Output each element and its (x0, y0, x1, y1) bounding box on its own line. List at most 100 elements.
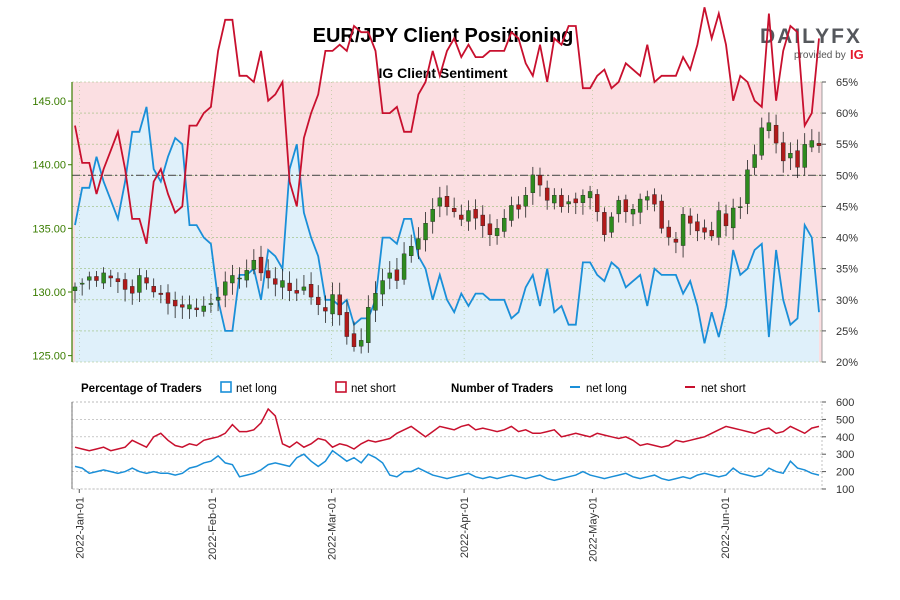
candle-body (280, 280, 285, 288)
candle-body (709, 230, 714, 237)
candle-body (401, 253, 407, 280)
candle-body (695, 221, 700, 232)
legend-num-long-label: net long (586, 383, 627, 395)
candle-body (459, 214, 464, 220)
sentiment-tick-label: 60% (836, 108, 858, 120)
candle-body (337, 294, 342, 316)
net-short-pct-line (74, 7, 820, 245)
sentiment-tick-label: 25% (836, 326, 858, 338)
candle-body (559, 194, 564, 207)
date-tick-label: 2022-Mar-01 (327, 497, 339, 560)
candle-body (494, 228, 500, 236)
candle-body (752, 154, 757, 168)
candle-body (673, 238, 679, 243)
candle-body (72, 286, 78, 291)
candle-body (502, 217, 507, 232)
candle-body (766, 122, 772, 132)
price-tick-label: 125.00 (32, 351, 66, 363)
candle-body (816, 143, 822, 146)
price-tick-label: 130.00 (32, 287, 66, 299)
price-candles (72, 112, 822, 354)
candle-body (516, 204, 521, 210)
candle-body (688, 215, 693, 224)
candle-body (530, 174, 536, 193)
candle-body (230, 275, 235, 284)
candle-body (659, 200, 664, 229)
candle-body (287, 282, 292, 291)
candle-body (223, 281, 228, 296)
candle-body (630, 209, 636, 215)
candle-body (616, 200, 621, 215)
legend: Percentage of Traders net long net short… (81, 381, 747, 395)
price-tick-label: 135.00 (32, 223, 66, 235)
legend-num-heading: Number of Traders (451, 383, 553, 395)
candle-body (666, 226, 671, 238)
sentiment-tick-label: 65% (836, 77, 858, 89)
logo-provided-by: provided by (794, 50, 846, 61)
logo-text: DAILYFX (760, 25, 862, 48)
candle-body (165, 292, 171, 304)
price-tick-label: 140.00 (32, 160, 66, 172)
candle-body (201, 305, 206, 312)
candle-body (258, 256, 264, 274)
legend-pct-long-swatch (220, 381, 232, 393)
candle-body (523, 195, 528, 207)
candle-body (351, 333, 357, 347)
candle-body (108, 275, 113, 279)
traders-tick-label: 400 (836, 432, 854, 444)
candle-body (487, 223, 493, 235)
candle-body (537, 175, 543, 186)
candle-body (466, 210, 471, 222)
candle-body (587, 191, 593, 199)
candle-body (265, 270, 271, 279)
candle-body (244, 270, 249, 281)
candle-body (187, 304, 192, 310)
sentiment-tick-label: 55% (836, 139, 858, 151)
candle-body (480, 214, 485, 227)
legend-pct-heading: Percentage of Traders (81, 383, 202, 395)
candle-body (552, 195, 557, 204)
candle-body (773, 124, 779, 144)
sentiment-tick-label: 50% (836, 170, 858, 182)
candle-body (595, 194, 600, 213)
sentiment-tick-label: 45% (836, 201, 858, 213)
traders-tick-label: 100 (836, 484, 854, 496)
legend-pct-short-swatch (335, 381, 347, 393)
legend-pct-short-label: net short (351, 383, 397, 395)
candle-body (366, 307, 371, 343)
sentiment-tick-label: 35% (836, 264, 858, 276)
candle-body (645, 196, 650, 201)
candle-body (237, 277, 242, 280)
date-tick-label: 2022-Jan-01 (74, 497, 86, 559)
candle-body (373, 293, 378, 311)
chart-subtitle: IG Client Sentiment (378, 65, 507, 81)
traders-tick-label: 200 (836, 467, 854, 479)
main-axes: 125.00 130.00 135.00 140.00 145.00 20% 25% 30% 3… (32, 77, 858, 369)
date-axis: 2022-Jan-01 2022-Feb-01 2022-Mar-01 2022-Ap… (74, 489, 732, 562)
candle-body (380, 280, 385, 295)
candle-body (451, 208, 457, 213)
candle-body (423, 223, 428, 241)
candle-body (308, 284, 314, 298)
candle-body (437, 197, 443, 207)
legend-pct-long-label: net long (236, 383, 277, 395)
date-tick-label: 2022-Apr-01 (459, 497, 471, 558)
candle-body (144, 277, 149, 284)
legend-num-short-label: net short (701, 383, 747, 395)
candle-body (394, 269, 400, 281)
candle-body (158, 292, 164, 295)
traders-net-long-line (74, 449, 820, 482)
candle-body (358, 340, 364, 347)
candle-body (301, 286, 307, 291)
candle-body (680, 214, 686, 246)
candle-body (409, 245, 414, 256)
candle-body (416, 238, 421, 250)
candle-body (652, 194, 657, 205)
candle-body (802, 144, 807, 168)
net-long-area (75, 106, 819, 363)
candle-body (716, 210, 722, 238)
candle-body (194, 307, 199, 311)
candle-body (330, 294, 335, 315)
candle-body (809, 140, 815, 148)
